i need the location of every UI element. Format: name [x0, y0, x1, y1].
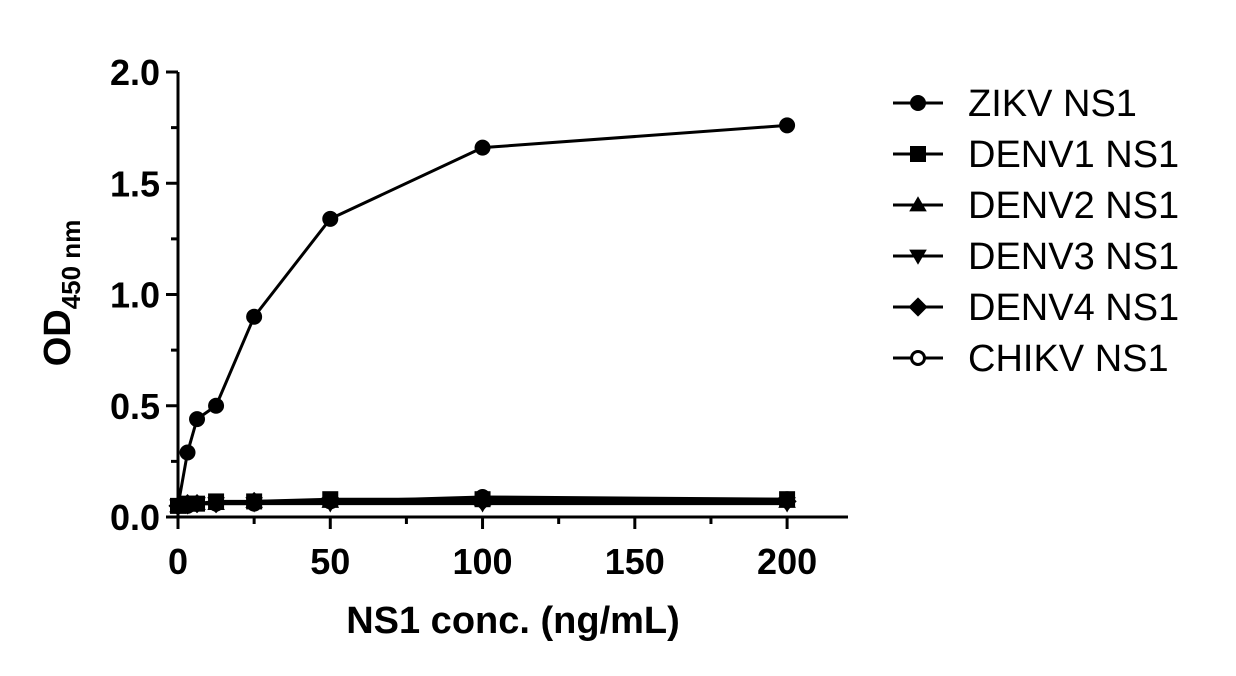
axes: 0.0 0.5 1.0 1.5 2.0 0 50 100 150 200 — [110, 52, 848, 582]
legend-item: DENV3 NS1 — [893, 236, 1179, 278]
legend-label: ZIKV NS1 — [968, 83, 1137, 125]
legend-marker — [908, 297, 928, 317]
legend-marker — [910, 146, 926, 162]
y-tick-label: 2.0 — [110, 52, 160, 93]
y-axis-title-subscript: 450 nm — [56, 220, 86, 310]
legend-label: DENV2 NS1 — [968, 185, 1179, 227]
data-point — [189, 495, 206, 512]
y-tick-label: 1.0 — [110, 275, 160, 316]
data-point — [170, 497, 186, 514]
y-axis-title-main: OD — [37, 309, 79, 366]
data-point — [474, 139, 491, 156]
data-point — [189, 411, 206, 428]
legend: ZIKV NS1 DENV1 NS1 DENV2 NS1 DENV3 NS1 DENV4… — [893, 83, 1179, 380]
data-point — [179, 444, 196, 461]
y-tick-label: 1.5 — [110, 163, 160, 204]
legend-marker — [910, 95, 926, 111]
series — [170, 117, 796, 514]
data-point — [208, 493, 225, 510]
x-tick-label: 150 — [605, 541, 665, 582]
x-tick-label: 50 — [310, 541, 350, 582]
legend-item: DENV2 NS1 — [893, 185, 1179, 227]
legend-marker — [909, 196, 927, 212]
legend-marker — [910, 350, 926, 366]
series-layer — [168, 117, 797, 516]
legend-label: CHIKV NS1 — [968, 338, 1169, 380]
legend-item: DENV1 NS1 — [893, 134, 1179, 176]
data-point — [246, 308, 263, 325]
y-tick-label: 0.5 — [110, 386, 160, 427]
legend-item: DENV4 NS1 — [893, 287, 1179, 329]
x-axis-title: NS1 conc. (ng/mL) — [346, 600, 680, 642]
legend-item: CHIKV NS1 — [893, 338, 1169, 380]
y-tick-label: 0.0 — [110, 497, 160, 538]
legend-label: DENV3 NS1 — [968, 236, 1179, 278]
x-tick-label: 100 — [453, 541, 513, 582]
legend-label: DENV1 NS1 — [968, 134, 1179, 176]
data-point — [208, 397, 225, 414]
data-point — [246, 493, 263, 510]
x-tick-label: 0 — [168, 541, 188, 582]
legend-marker — [909, 249, 927, 265]
x-tick-label: 200 — [757, 541, 817, 582]
data-point — [779, 491, 796, 508]
y-axis-title: OD450 nm — [37, 220, 86, 367]
series-line — [176, 123, 788, 507]
legend-label: DENV4 NS1 — [968, 287, 1179, 329]
data-point — [322, 210, 339, 227]
data-point — [474, 491, 491, 508]
legend-item: ZIKV NS1 — [893, 83, 1137, 125]
data-point — [322, 491, 339, 508]
data-point — [779, 117, 796, 134]
